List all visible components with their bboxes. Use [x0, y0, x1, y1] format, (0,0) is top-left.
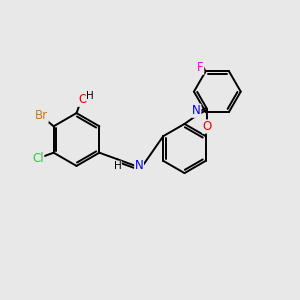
Text: O: O — [78, 93, 88, 106]
Text: N: N — [192, 104, 201, 117]
Text: O: O — [202, 120, 212, 133]
Text: N: N — [135, 159, 143, 172]
Text: H: H — [114, 161, 122, 171]
Text: F: F — [197, 61, 204, 74]
Text: Cl: Cl — [32, 152, 44, 165]
Text: H: H — [86, 91, 94, 101]
Text: Br: Br — [35, 109, 48, 122]
